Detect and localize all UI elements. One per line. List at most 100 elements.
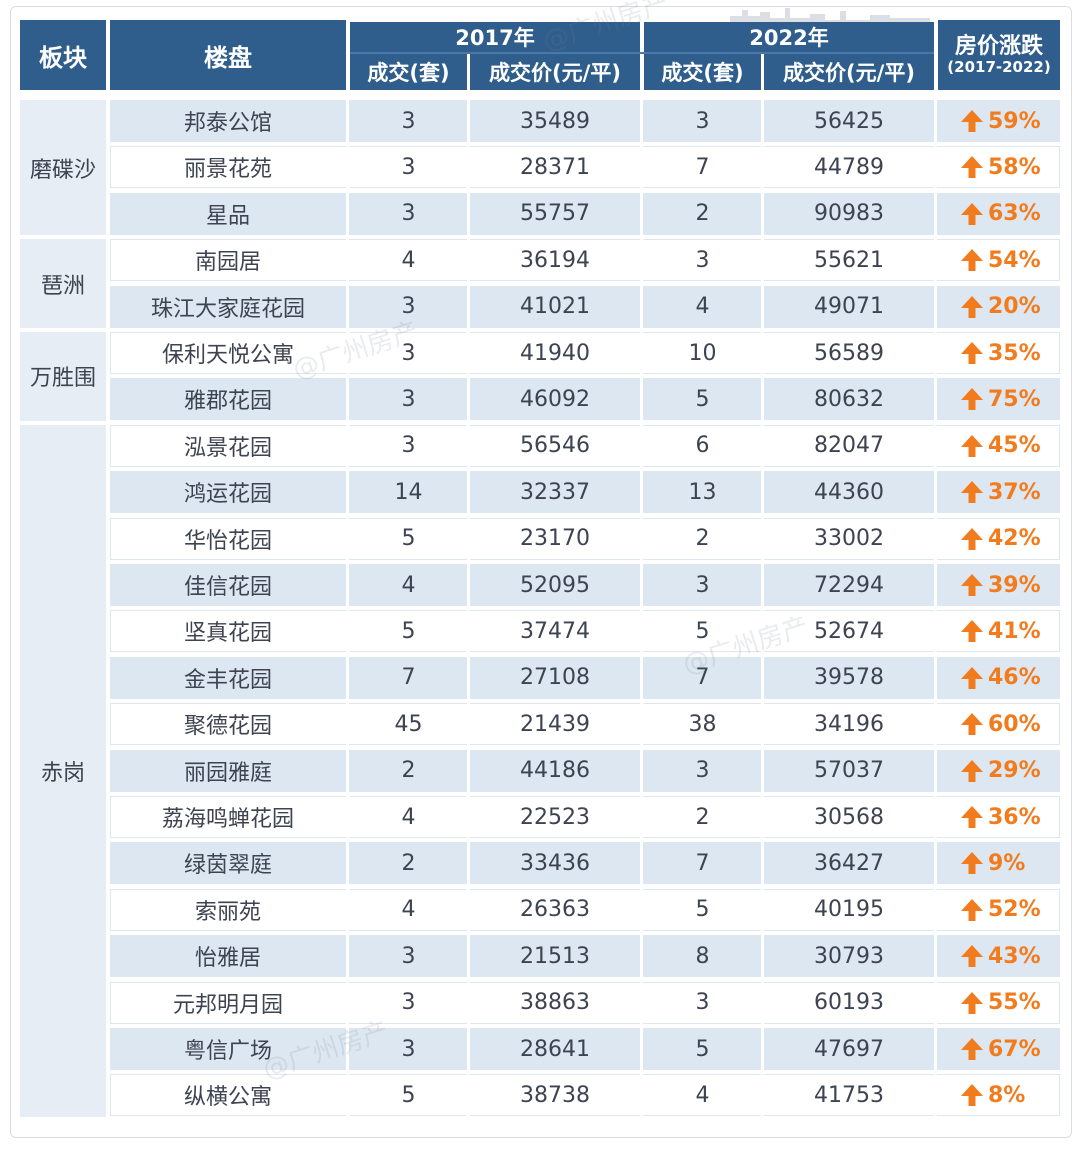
price-2022-cell: 44360 xyxy=(814,479,884,505)
price-change-cell: 37% xyxy=(938,471,1060,513)
price-2022-cell: 40195 xyxy=(814,897,884,923)
up-arrow-icon xyxy=(960,387,984,411)
up-arrow-icon xyxy=(960,573,984,597)
deals-2017-cell: 3 xyxy=(401,990,416,1016)
deals-2017-cell: 4 xyxy=(401,247,416,273)
estate-cell: 绿茵翠庭 xyxy=(183,853,272,879)
table-row xyxy=(110,564,1060,606)
table-row xyxy=(110,656,1060,699)
price-change-value: 58% xyxy=(988,154,1041,180)
header-deals-2022: 成交(套) xyxy=(644,54,761,90)
deals-2017-cell: 2 xyxy=(401,758,416,784)
price-2017-cell: 36194 xyxy=(520,247,590,273)
header-price-2022: 成交价(元/平) xyxy=(764,54,934,90)
estate-cell: 金丰花园 xyxy=(183,667,272,693)
deals-2017-cell: 4 xyxy=(401,804,416,830)
header-change: 房价涨跌 (2017-2022) xyxy=(938,20,1060,90)
up-arrow-icon xyxy=(960,851,984,875)
header-deals-2017: 成交(套) xyxy=(350,54,467,90)
price-2017-cell: 37474 xyxy=(520,618,590,644)
price-change-value: 41% xyxy=(988,618,1041,644)
price-2017-cell: 55757 xyxy=(520,201,590,227)
price-2022-cell: 82047 xyxy=(814,433,884,459)
deals-2022-cell: 7 xyxy=(695,665,710,691)
price-change-value: 20% xyxy=(988,294,1041,320)
estate-cell: 聚德花园 xyxy=(183,714,272,740)
deals-2022-cell: 5 xyxy=(695,618,710,644)
table-row xyxy=(110,981,1060,1024)
estate-cell: 坚真花园 xyxy=(183,621,272,647)
table-row xyxy=(110,796,1060,838)
price-2022-cell: 56425 xyxy=(814,108,884,134)
estate-cell: 邦泰公馆 xyxy=(183,111,272,136)
price-change-cell: 42% xyxy=(938,518,1060,560)
price-2017-cell: 38738 xyxy=(520,1082,590,1108)
price-2017-cell: 33436 xyxy=(520,850,590,876)
price-2017-cell: 41021 xyxy=(520,294,590,320)
table-row xyxy=(110,703,1060,746)
price-2017-cell: 44186 xyxy=(520,758,590,784)
price-change-value: 59% xyxy=(988,108,1041,134)
up-arrow-icon xyxy=(960,434,984,458)
estate-cell: 粤信广场 xyxy=(183,1039,272,1064)
up-arrow-icon xyxy=(960,944,984,968)
table-row xyxy=(110,1074,1060,1117)
header-year-2022: 2022年 xyxy=(644,22,934,52)
deals-2022-cell: 2 xyxy=(695,201,710,227)
price-2017-cell: 35489 xyxy=(520,108,590,134)
up-arrow-icon xyxy=(960,155,984,179)
price-change-cell: 60% xyxy=(938,703,1060,745)
up-arrow-icon xyxy=(960,248,984,272)
price-2017-cell: 56546 xyxy=(520,433,590,459)
price-change-cell: 41% xyxy=(938,610,1060,652)
estate-cell: 丽园雅庭 xyxy=(183,760,272,786)
up-arrow-icon xyxy=(960,202,984,226)
price-change-cell: 75% xyxy=(938,378,1060,420)
price-2017-cell: 26363 xyxy=(520,897,590,923)
estate-cell: 泓景花园 xyxy=(183,435,272,461)
up-arrow-icon xyxy=(960,666,984,690)
deals-2017-cell: 3 xyxy=(401,294,416,320)
price-change-value: 39% xyxy=(988,572,1041,598)
up-arrow-icon xyxy=(960,712,984,736)
price-change-value: 52% xyxy=(988,897,1041,923)
price-change-cell: 20% xyxy=(938,286,1060,328)
table-row xyxy=(110,888,1060,931)
price-change-cell: 67% xyxy=(938,1028,1060,1070)
price-2017-cell: 27108 xyxy=(520,665,590,691)
up-arrow-icon xyxy=(960,341,984,365)
price-2022-cell: 72294 xyxy=(814,572,884,598)
price-2017-cell: 28641 xyxy=(520,1036,590,1062)
price-change-value: 8% xyxy=(988,1082,1026,1108)
deals-2022-cell: 10 xyxy=(688,340,717,366)
up-arrow-icon xyxy=(960,1083,984,1107)
price-2022-cell: 56589 xyxy=(814,340,884,366)
price-change-value: 54% xyxy=(988,247,1041,273)
price-2022-cell: 90983 xyxy=(814,201,884,227)
estate-cell: 元邦明月园 xyxy=(172,992,283,1018)
deals-2017-cell: 4 xyxy=(401,897,416,923)
deals-2017-cell: 3 xyxy=(401,201,416,227)
price-2017-cell: 32337 xyxy=(520,479,590,505)
price-change-cell: 43% xyxy=(938,935,1060,977)
price-change-value: 35% xyxy=(988,340,1041,366)
deals-2017-cell: 7 xyxy=(401,665,416,691)
price-change-cell: 36% xyxy=(938,796,1060,838)
price-change-value: 43% xyxy=(988,943,1041,969)
deals-2017-cell: 3 xyxy=(401,386,416,412)
deals-2022-cell: 5 xyxy=(695,897,710,923)
price-2022-cell: 30793 xyxy=(814,943,884,969)
price-2022-cell: 60193 xyxy=(814,990,884,1016)
table-row xyxy=(110,100,1060,142)
table-row xyxy=(110,610,1060,653)
price-change-value: 46% xyxy=(988,665,1041,691)
price-change-value: 36% xyxy=(988,804,1041,830)
table-row xyxy=(110,332,1060,374)
deals-2022-cell: 7 xyxy=(695,154,710,180)
price-2022-cell: 39578 xyxy=(814,665,884,691)
deals-2022-cell: 3 xyxy=(695,758,710,784)
price-2022-cell: 52674 xyxy=(814,618,884,644)
deals-2017-cell: 3 xyxy=(401,433,416,459)
table-row xyxy=(110,239,1060,282)
up-arrow-icon xyxy=(960,991,984,1015)
